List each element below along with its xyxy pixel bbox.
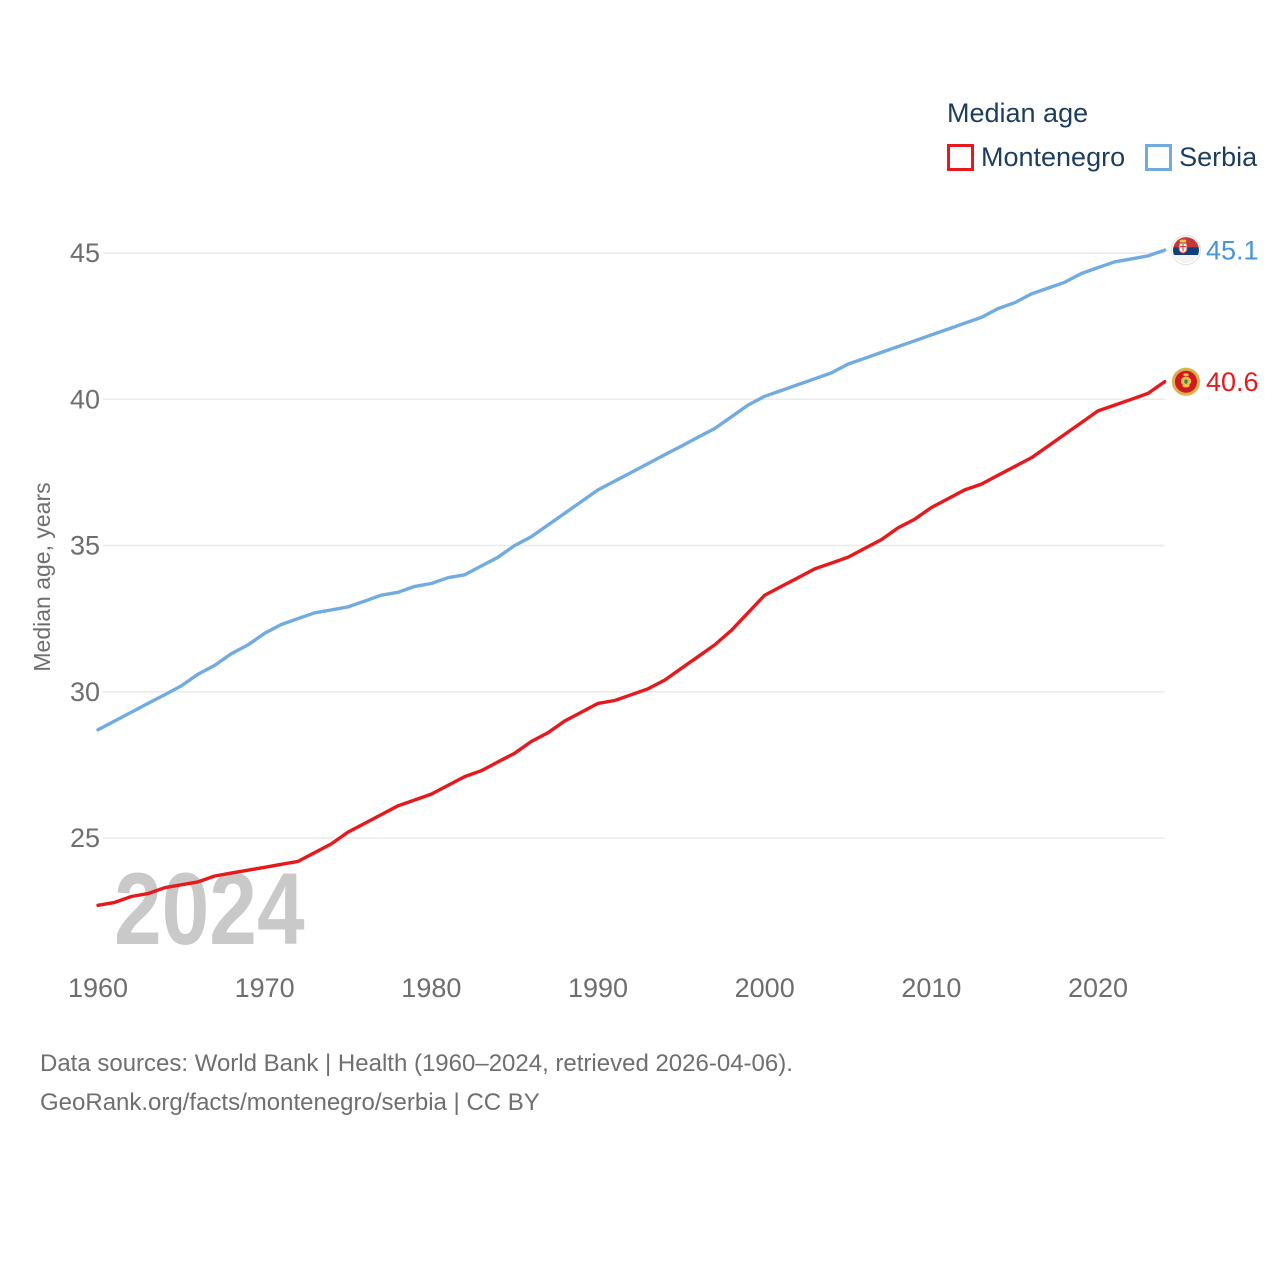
y-axis-title: Median age, years <box>29 482 55 671</box>
serbia-swatch-icon <box>1145 144 1173 171</box>
y-tick-label-35: 35 <box>70 531 100 561</box>
chart-footer: Data sources: World Bank | Health (1960–… <box>40 1044 793 1122</box>
chart-legend: Median age Montenegro Serbia <box>947 98 1257 173</box>
y-tick-label-30: 30 <box>70 677 100 707</box>
legend-item-montenegro[interactable]: Montenegro <box>947 142 1125 173</box>
series-line-serbia[interactable] <box>96 248 1167 732</box>
serbia-flag-marker[interactable] <box>1171 235 1201 266</box>
montenegro-swatch-icon <box>947 144 974 171</box>
footer-attribution: GeoRank.org/facts/montenegro/serbia | CC… <box>40 1089 540 1116</box>
legend-title: Median age <box>947 98 1089 128</box>
x-tick-label-1980: 1980 <box>401 973 461 1003</box>
montenegro-flag-marker[interactable] <box>1171 366 1201 397</box>
y-tick-label-25: 25 <box>70 823 100 853</box>
legend-item-label: Serbia <box>1179 142 1258 172</box>
x-tick-label-2020: 2020 <box>1068 973 1128 1003</box>
x-tick-label-2000: 2000 <box>735 973 795 1003</box>
x-tick-label-2010: 2010 <box>901 973 961 1003</box>
median-age-chart: 25 30 35 40 45 1960 1970 1980 1990 2000 2010 2020 Me… <box>29 235 1259 1003</box>
serbia-flag-white-stripe <box>1173 255 1199 264</box>
y-tick-label-40: 40 <box>70 384 100 414</box>
legend-item-label: Montenegro <box>981 142 1126 172</box>
x-tick-label-1990: 1990 <box>568 973 628 1003</box>
serbia-end-value-label: 45.1 <box>1206 236 1259 266</box>
x-tick-label-1960: 1960 <box>68 973 128 1003</box>
series-line-montenegro[interactable] <box>96 380 1167 907</box>
legend-item-serbia[interactable]: Serbia <box>1145 142 1257 173</box>
legend-row: Montenegro Serbia <box>947 142 1257 173</box>
y-tick-label-45: 45 <box>70 238 100 268</box>
serbia-coat-of-arms-icon <box>1178 239 1188 254</box>
montenegro-coat-of-arms-icon <box>1180 373 1192 388</box>
x-tick-label-1970: 1970 <box>235 973 295 1003</box>
watermark-year: 2024 <box>114 852 305 966</box>
footer-sources: Data sources: World Bank | Health (1960–… <box>40 1050 793 1077</box>
montenegro-end-value-label: 40.6 <box>1206 367 1259 397</box>
